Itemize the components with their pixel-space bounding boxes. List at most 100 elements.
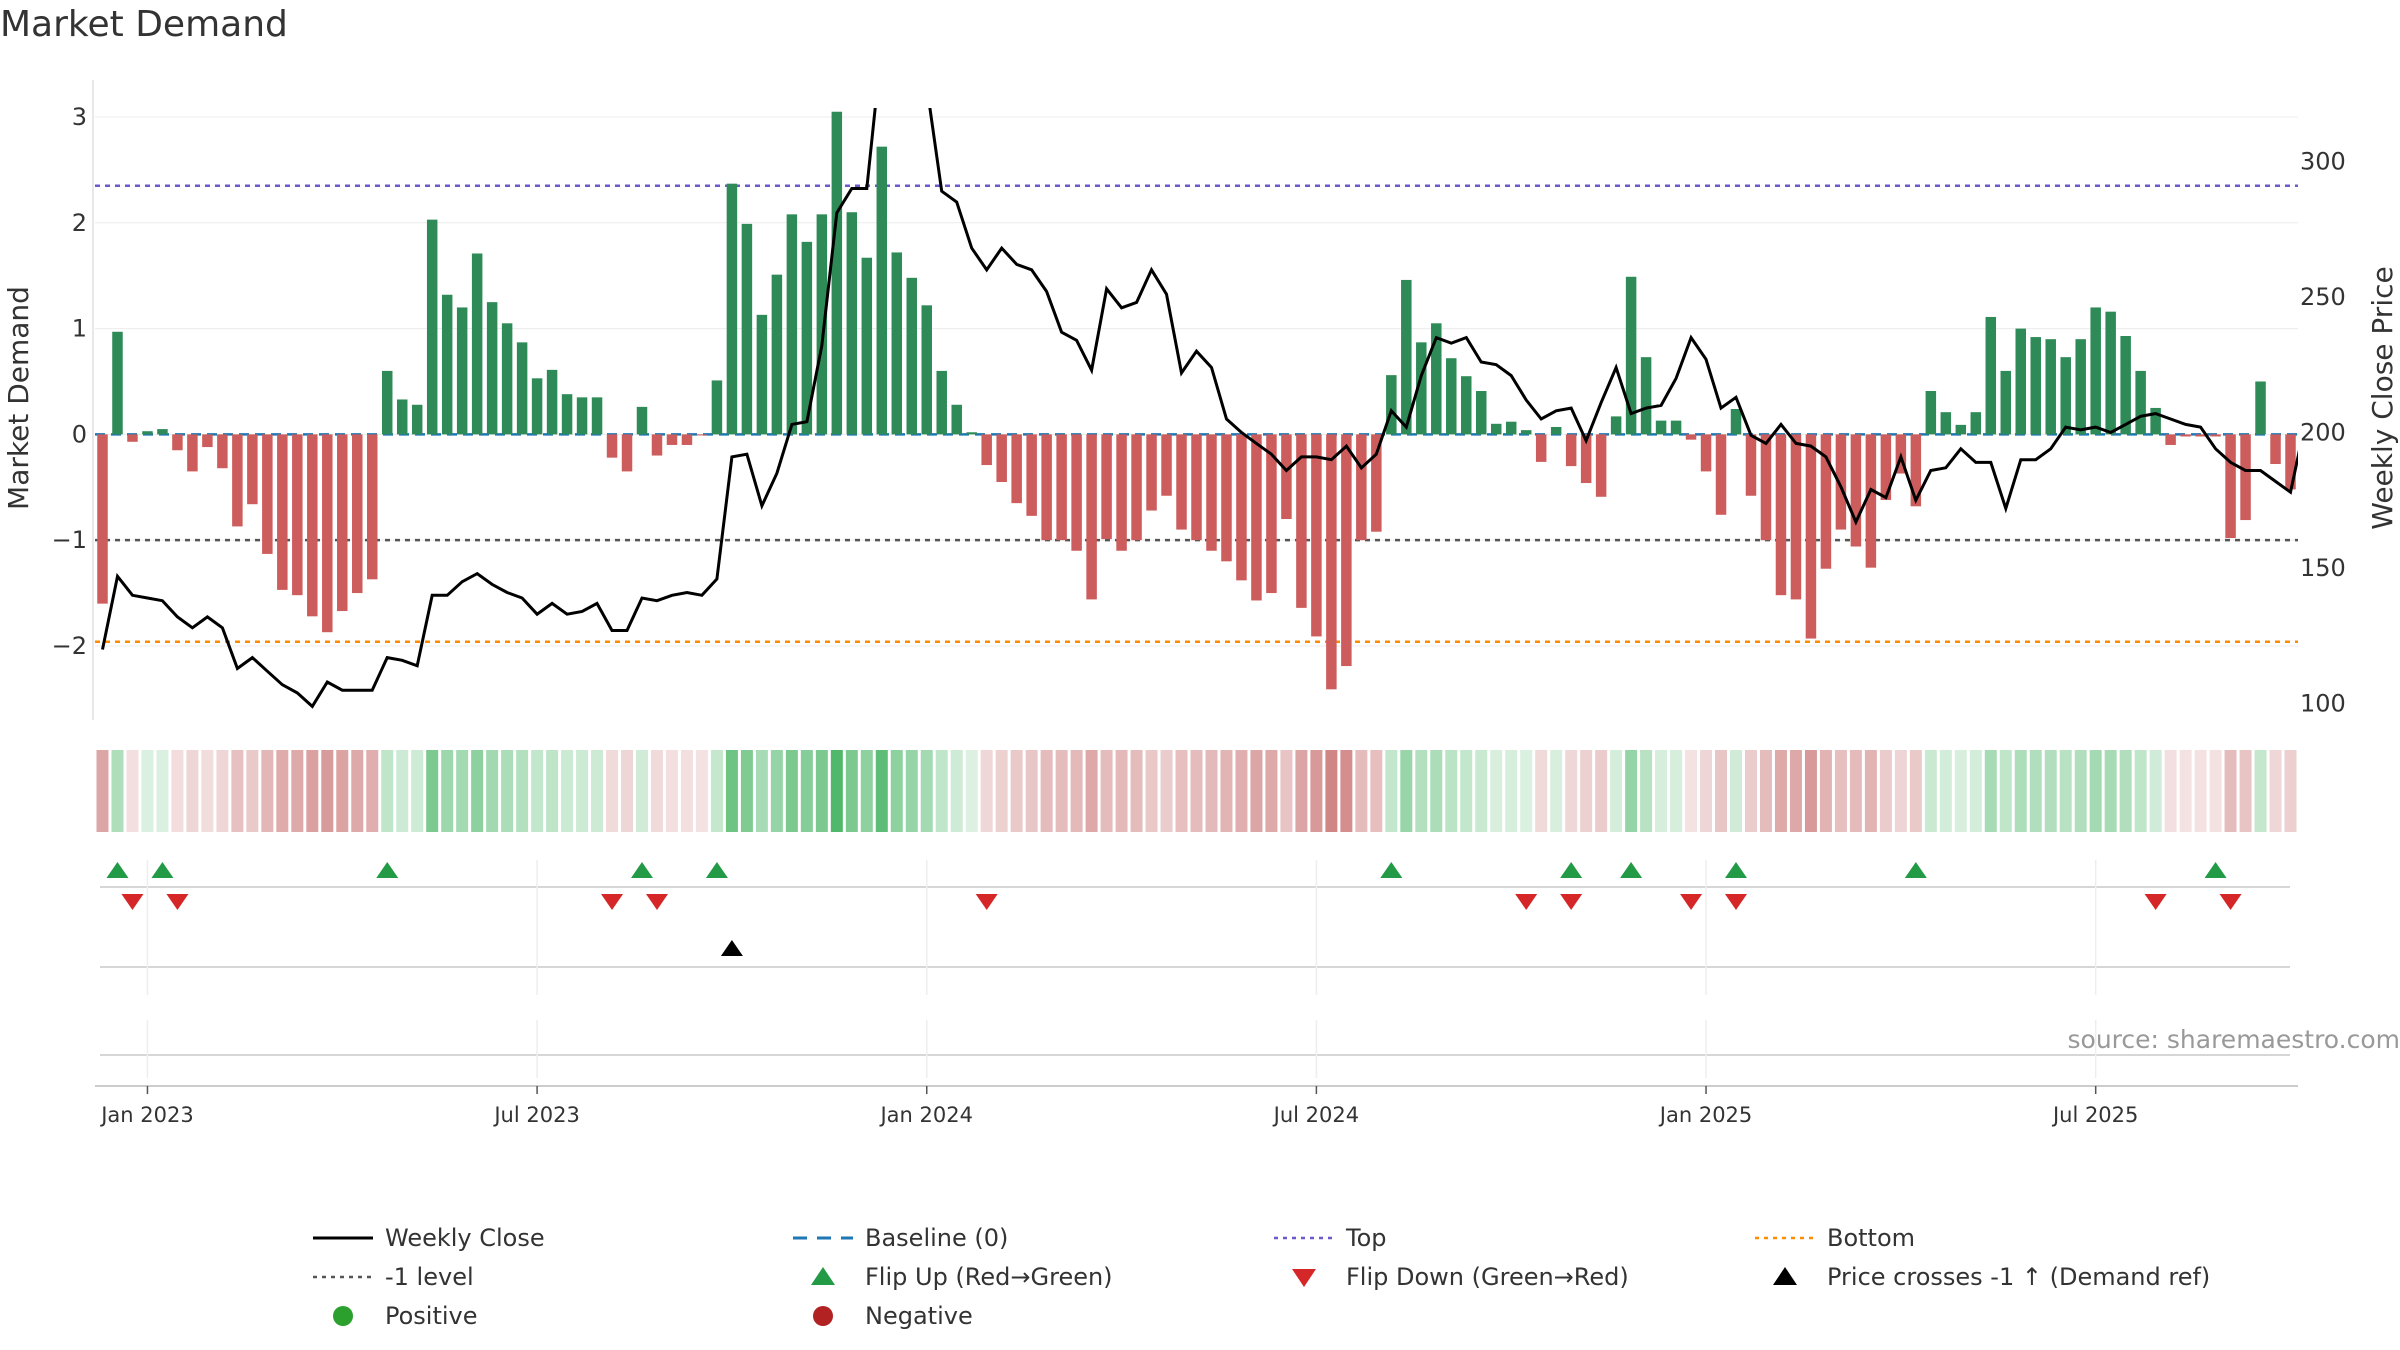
demand-bar: [157, 429, 168, 435]
flip-up-marker: [705, 862, 728, 878]
heat-cell: [1864, 750, 1877, 832]
demand-bar: [127, 434, 138, 442]
demand-bar: [1386, 375, 1397, 435]
demand-bar: [1745, 434, 1757, 496]
heat-cell: [815, 750, 828, 832]
demand-bar: [1820, 434, 1832, 569]
heat-cell: [1894, 750, 1907, 832]
event-markers: [95, 860, 2298, 1087]
flip-down-marker: [601, 894, 624, 910]
heat-cell: [231, 750, 244, 832]
heat-cell: [935, 750, 948, 832]
demand-bar: [2135, 370, 2146, 435]
heat-cell: [1265, 750, 1278, 832]
demand-bar: [2000, 370, 2012, 435]
demand-bar: [711, 380, 723, 435]
demand-bar: [352, 434, 363, 594]
demand-bar: [921, 305, 932, 435]
heat-cell: [1025, 750, 1038, 832]
demand-bar: [172, 434, 183, 451]
legend-label: Baseline (0): [865, 1224, 1008, 1252]
demand-bar: [1865, 434, 1877, 568]
demand-bar: [1940, 412, 1952, 435]
demand-bar: [966, 432, 977, 435]
date-tick-label: Jul 2025: [2051, 1103, 2138, 1127]
heat-cell: [606, 750, 619, 832]
y2-tick-label: 150: [2300, 554, 2346, 582]
demand-bar: [531, 378, 543, 435]
heat-cell: [1145, 750, 1158, 832]
heat-cell: [1370, 750, 1383, 832]
demand-bar: [1505, 421, 1517, 435]
demand-bar: [846, 212, 858, 435]
heat-cell: [381, 750, 394, 832]
demand-bar: [1251, 434, 1262, 601]
demand-bar: [2255, 381, 2266, 435]
heat-cell: [426, 750, 439, 832]
date-tick-label: Jan 2023: [99, 1103, 194, 1127]
heat-cell: [2179, 750, 2192, 832]
demand-bar: [1955, 424, 1967, 435]
heat-cell: [1879, 750, 1892, 832]
heat-cell: [1415, 750, 1428, 832]
heat-cell: [2074, 750, 2087, 832]
heat-cell: [680, 750, 693, 832]
heat-cell: [950, 750, 963, 832]
y-axis-label: Market Demand: [2, 286, 35, 510]
price-line: [101, 108, 2298, 709]
demand-bar: [1790, 434, 1802, 600]
y-axis-left: 3 2 1 0 −1 −2: [52, 103, 87, 660]
demand-bar: [516, 342, 528, 435]
demand-bar: [726, 183, 738, 435]
heat-cell: [995, 750, 1008, 832]
demand-bar: [1640, 357, 1652, 435]
heat-cell: [306, 750, 319, 832]
heat-cell: [1010, 750, 1023, 832]
demand-bar: [1131, 434, 1142, 541]
demand-bar: [307, 434, 318, 617]
legend-label: Flip Down (Green→Red): [1346, 1263, 1629, 1291]
demand-bar: [486, 302, 498, 435]
heat-cell: [755, 750, 768, 832]
demand-bar: [2090, 307, 2101, 435]
legend-item: Price crosses -1 ↑ (Demand ref): [1773, 1263, 2210, 1291]
demand-bar: [142, 431, 153, 435]
heat-cell: [1610, 750, 1623, 832]
demand-bar: [1056, 434, 1067, 541]
demand-bar: [2075, 339, 2086, 435]
demand-bar: [1086, 434, 1097, 600]
heat-cell: [531, 750, 544, 832]
demand-bar: [786, 214, 798, 435]
heat-cell: [830, 750, 843, 832]
demand-bar: [262, 434, 273, 554]
demand-bar: [936, 370, 947, 435]
demand-bar: [1461, 376, 1472, 435]
demand-bar: [1236, 434, 1247, 581]
heat-cell: [471, 750, 484, 832]
heat-cell: [291, 750, 304, 832]
heat-cell: [1789, 750, 1802, 832]
demand-bar: [97, 434, 108, 604]
demand-bar: [426, 219, 438, 435]
heat-cell: [1490, 750, 1503, 832]
heat-cell: [1954, 750, 1967, 832]
heat-cell: [171, 750, 184, 832]
demand-bar: [1101, 434, 1112, 540]
heat-cell: [920, 750, 933, 832]
heat-cell: [1745, 750, 1757, 832]
demand-bar: [1026, 434, 1037, 516]
heat-cell: [1774, 750, 1787, 832]
y2-tick-label: 300: [2300, 147, 2346, 175]
heat-cell: [770, 750, 783, 832]
heat-cell: [1100, 750, 1113, 832]
flip-up-marker: [1380, 862, 1403, 878]
heat-cell: [2029, 750, 2042, 832]
legend-item: -1 level: [313, 1263, 474, 1291]
heat-cell: [1475, 750, 1488, 832]
demand-bar: [1700, 434, 1712, 472]
demand-bar: [546, 369, 558, 435]
heat-cell: [2014, 750, 2027, 832]
demand-bar: [367, 434, 378, 580]
demand-bar: [1011, 434, 1022, 504]
heat-cell: [1715, 750, 1728, 832]
